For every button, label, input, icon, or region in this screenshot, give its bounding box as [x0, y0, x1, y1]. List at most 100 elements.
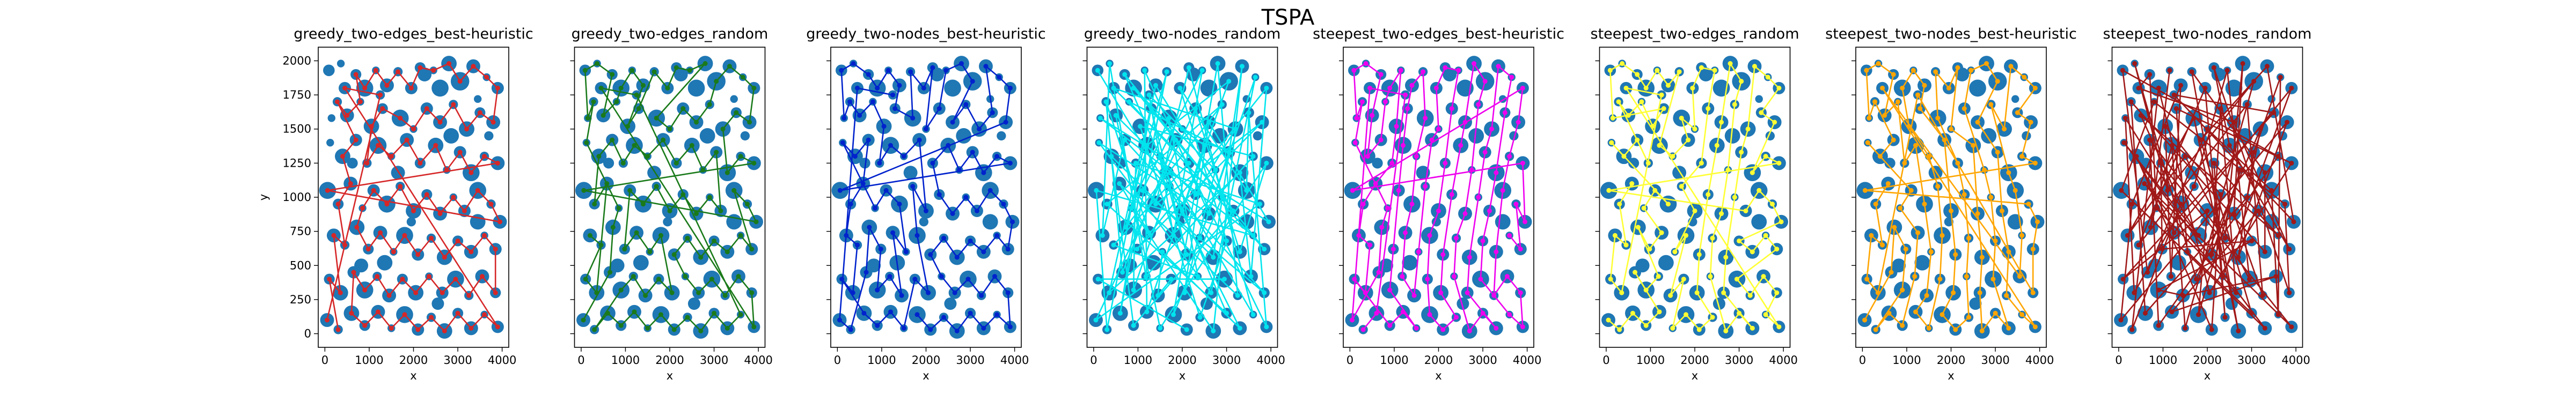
x-tick-label: 3000 [700, 354, 728, 367]
route-marker [1955, 65, 1960, 70]
route-marker [1955, 160, 1960, 166]
route-marker [1103, 99, 1109, 105]
route-marker [335, 202, 341, 207]
route-marker [867, 225, 872, 230]
route-marker [658, 233, 663, 238]
route-marker [974, 208, 979, 213]
route-marker [685, 235, 690, 241]
route-marker [1367, 242, 1373, 248]
route-marker [1104, 202, 1110, 207]
route-marker [1643, 287, 1649, 293]
route-marker [1734, 277, 1739, 282]
route-marker [1250, 312, 1256, 317]
route-marker [424, 106, 429, 111]
route-marker [994, 154, 1000, 159]
route-marker [477, 110, 482, 115]
route-marker [482, 312, 487, 317]
x-tick-label: 0 [834, 354, 841, 367]
route-marker [429, 235, 434, 241]
route-marker [1635, 137, 1640, 143]
route-marker [1144, 309, 1150, 315]
route-marker [2202, 85, 2208, 91]
route-marker [2026, 202, 2031, 207]
route-marker [415, 327, 421, 332]
route-marker [847, 99, 852, 105]
route-marker [873, 205, 878, 211]
route-marker [1619, 290, 1624, 295]
route-marker [1902, 160, 1907, 166]
route-marker [1922, 202, 1927, 207]
route-marker [2262, 325, 2267, 331]
figure-title: TSPA [1261, 5, 1315, 30]
route-marker [1382, 99, 1388, 105]
route-marker [1266, 219, 1271, 225]
node-point [1892, 258, 1906, 273]
node-point [1509, 131, 1519, 141]
route-marker [647, 249, 653, 255]
route-marker [890, 92, 896, 98]
route-marker [943, 68, 949, 73]
route-marker [1928, 249, 1934, 255]
subplot-title: steepest_two-nodes_best-heuristic [1825, 26, 2077, 42]
route-marker [2271, 110, 2277, 115]
route-marker [1184, 252, 1189, 257]
route-marker [848, 202, 853, 207]
route-marker [941, 235, 947, 241]
route-marker [1215, 61, 1220, 66]
route-marker [2169, 143, 2175, 148]
route-marker [338, 290, 343, 295]
route-marker [1005, 290, 1011, 295]
route-marker [1158, 325, 1163, 331]
route-marker [1692, 126, 1697, 132]
route-marker [1609, 140, 1614, 145]
route-marker [1633, 270, 1638, 275]
route-marker [1694, 290, 1700, 295]
route-marker [1226, 79, 1232, 84]
route-marker [2147, 137, 2153, 143]
route-marker [1873, 327, 1878, 332]
route-marker [981, 249, 986, 255]
route-marker [1641, 205, 1646, 211]
route-marker [493, 290, 498, 295]
route-marker [1264, 160, 1269, 166]
subplot-5: steepest_two-edges_best-heuristic 0 1000 20… [1313, 26, 1564, 382]
route-marker [1107, 61, 1113, 66]
x-tick-label: 1000 [611, 354, 640, 367]
route-marker [1752, 64, 1757, 69]
route-marker [1389, 160, 1395, 166]
route-marker [1739, 79, 1744, 84]
route-marker [1400, 309, 1406, 315]
route-marker [968, 310, 973, 316]
route-marker [1117, 181, 1122, 187]
route-marker [1365, 154, 1370, 159]
route-marker [2158, 160, 2163, 166]
route-marker [375, 143, 380, 148]
route-marker [2193, 277, 2199, 282]
route-marker [1233, 126, 1238, 132]
route-marker [2209, 327, 2214, 332]
route-marker [1612, 233, 1618, 238]
route-marker [1723, 328, 1729, 333]
route-marker [1621, 154, 1627, 159]
route-marker [1885, 181, 1891, 187]
route-marker [654, 115, 659, 121]
route-marker [2240, 61, 2245, 66]
route-marker [2138, 113, 2143, 118]
node-point [1955, 67, 1970, 81]
route-marker [426, 274, 431, 279]
route-marker [1714, 143, 1719, 148]
route-marker [2249, 310, 2255, 316]
node-point [406, 217, 416, 227]
route-marker [464, 126, 470, 132]
route-marker [1403, 92, 1408, 98]
route-marker [1655, 68, 1660, 73]
route-marker [1891, 137, 1896, 143]
route-marker [2287, 290, 2292, 295]
route-marker [738, 312, 743, 317]
x-tick-label: 0 [2115, 354, 2122, 367]
route-marker [1153, 202, 1158, 207]
route-marker [1900, 287, 1905, 293]
route-marker [977, 126, 982, 132]
route-marker [601, 113, 606, 118]
route-marker [1155, 293, 1161, 298]
